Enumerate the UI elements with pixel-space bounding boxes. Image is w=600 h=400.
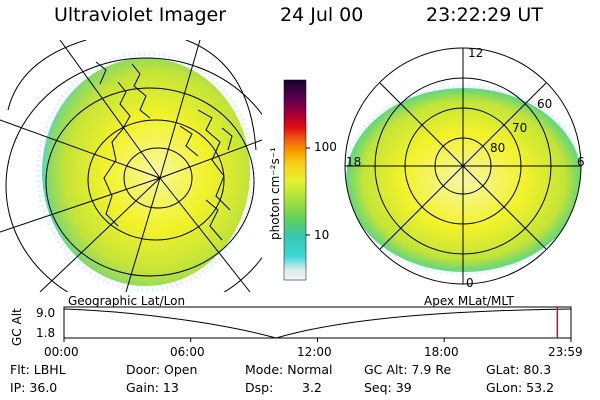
gc-alt-info: GC Alt: 7.9 Re: [364, 362, 452, 377]
glat-info: GLat: 80.3: [486, 362, 552, 377]
left-aurora-blob: [42, 58, 250, 286]
seq-info: Seq: 39: [364, 380, 412, 395]
colorbar-tick-10: 10: [314, 228, 330, 242]
mlt-label-0: 0: [466, 276, 474, 290]
polar-grid: [344, 47, 582, 285]
color-scale-bar: [283, 79, 310, 281]
lat-circles: [5, 57, 262, 292]
dsp-label: Dsp:: [245, 380, 274, 395]
altitude-xtick-0000: 00:00: [44, 345, 79, 359]
altitude-xtick-1200: 12:00: [297, 345, 332, 359]
altitude-ytick-min: 1.8: [36, 326, 56, 340]
mlt-label-12: 12: [468, 46, 484, 60]
right-panel-caption: Apex MLat/MLT: [424, 294, 514, 308]
dsp-value: 3.2: [302, 380, 322, 395]
altitude-ytick-max: 9.0: [36, 306, 56, 320]
mlt-label-18: 18: [346, 155, 362, 169]
altitude-ylabel: GC Alt: [10, 308, 24, 346]
right-aurora-blob: [346, 88, 581, 272]
header-date: 24 Jul 00: [280, 4, 364, 26]
header-time: 23:22:29 UT: [426, 4, 543, 26]
lon-lines: [0, 40, 262, 292]
ip-info: IP: 36.0: [10, 380, 58, 395]
left-panel-caption: Geographic Lat/Lon: [68, 294, 186, 308]
mlt-label-6: 6: [577, 155, 585, 169]
mlat-label-80: 80: [490, 141, 506, 155]
coastlines: [95, 61, 233, 241]
door-info: Door: Open: [126, 362, 198, 377]
altitude-xtick-2359: 23:59: [548, 345, 583, 359]
filter-info: Flt: LBHL: [10, 362, 66, 377]
gain-info: Gain: 13: [126, 380, 179, 395]
altitude-ticks: [63, 338, 572, 342]
imager-title: Ultraviolet Imager: [54, 4, 227, 26]
mlat-label-60: 60: [537, 97, 553, 111]
glon-info: GLon: 53.2: [486, 380, 555, 395]
altitude-xtick-1800: 18:00: [424, 345, 459, 359]
altitude-xtick-0600: 06:00: [170, 345, 205, 359]
mode-info: Mode: Normal: [245, 362, 333, 377]
altitude-curve: [63, 308, 572, 339]
altitude-plot: [63, 306, 572, 342]
mlat-label-70: 70: [512, 121, 528, 135]
colorbar-tick-100: 100: [314, 140, 337, 154]
